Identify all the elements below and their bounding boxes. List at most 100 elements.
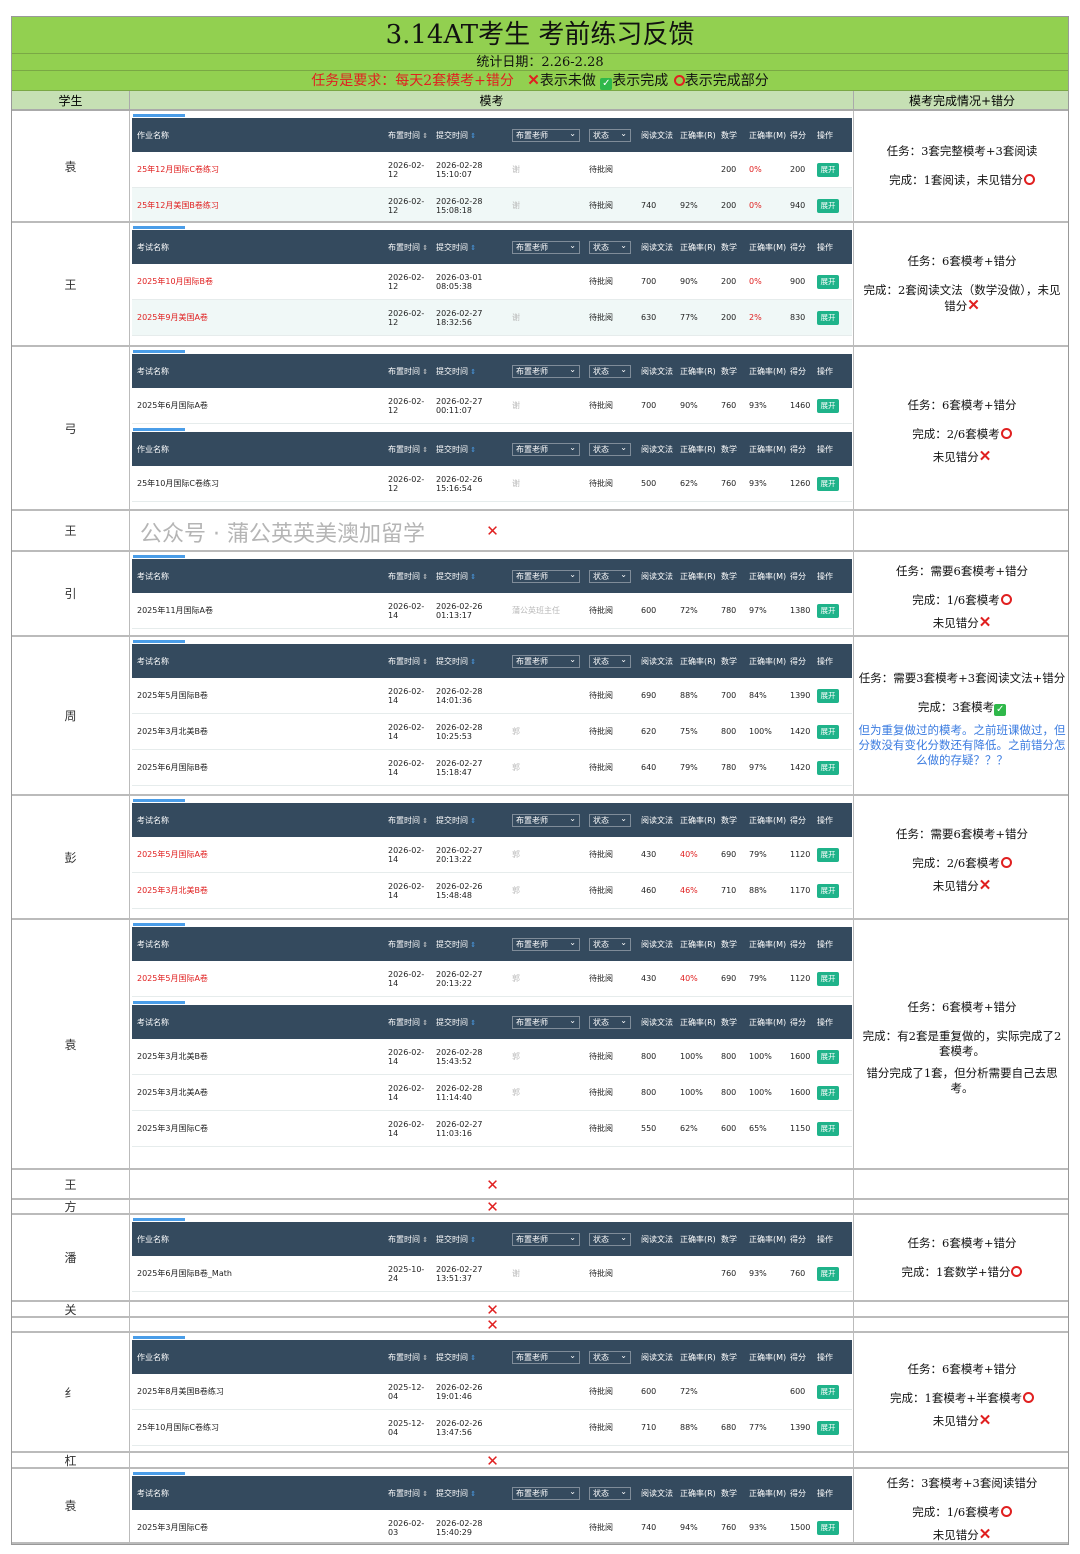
status-filter-select[interactable]: 状态 (589, 240, 631, 254)
status-filter-select[interactable]: 状态 (589, 569, 631, 583)
teacher-filter-select[interactable]: 布置老师 (512, 569, 580, 583)
teacher-filter-select[interactable]: 布置老师 (512, 1350, 580, 1364)
teacher-filter[interactable]: 布置老师 (512, 654, 589, 668)
expand-button[interactable]: 展开 (817, 398, 839, 413)
expand-button[interactable]: 展开 (817, 198, 839, 213)
teacher-filter[interactable]: 布置老师 (512, 364, 589, 378)
teacher-filter[interactable]: 布置老师 (512, 813, 589, 827)
sort-icon[interactable]: ⇕ (420, 131, 429, 140)
col-assign-time[interactable]: 布置时间 ⇕ (388, 444, 436, 455)
teacher-filter-select[interactable]: 布置老师 (512, 813, 580, 827)
status-filter-select[interactable]: 状态 (589, 364, 631, 378)
col-assign-time[interactable]: 布置时间 ⇕ (388, 571, 436, 582)
sort-icon[interactable]: ⇕ (468, 243, 477, 252)
col-assign-time[interactable]: 布置时间 ⇕ (388, 1352, 436, 1363)
expand-button[interactable]: 展开 (817, 688, 839, 703)
teacher-filter[interactable]: 布置老师 (512, 240, 589, 254)
status-filter[interactable]: 状态 (589, 937, 641, 951)
expand-button[interactable]: 展开 (817, 1266, 839, 1281)
sort-icon[interactable]: ⇕ (420, 940, 429, 949)
col-assign-time[interactable]: 布置时间 ⇕ (388, 1488, 436, 1499)
status-filter[interactable]: 状态 (589, 240, 641, 254)
status-filter[interactable]: 状态 (589, 1486, 641, 1500)
expand-button[interactable]: 展开 (817, 1121, 839, 1136)
sort-icon[interactable]: ⇕ (468, 1235, 477, 1244)
col-submit-time[interactable]: 提交时间 ⇕ (436, 444, 512, 455)
expand-button[interactable]: 展开 (817, 310, 839, 325)
expand-button[interactable]: 展开 (817, 1049, 839, 1064)
col-assign-time[interactable]: 布置时间 ⇕ (388, 656, 436, 667)
expand-button[interactable]: 展开 (817, 603, 839, 618)
sort-icon[interactable]: ⇕ (420, 367, 429, 376)
col-submit-time[interactable]: 提交时间 ⇕ (436, 366, 512, 377)
status-filter[interactable]: 状态 (589, 442, 641, 456)
status-filter-select[interactable]: 状态 (589, 813, 631, 827)
teacher-filter-select[interactable]: 布置老师 (512, 240, 580, 254)
status-filter-select[interactable]: 状态 (589, 128, 631, 142)
col-submit-time[interactable]: 提交时间 ⇕ (436, 1352, 512, 1363)
teacher-filter[interactable]: 布置老师 (512, 1232, 589, 1246)
status-filter[interactable]: 状态 (589, 569, 641, 583)
col-assign-time[interactable]: 布置时间 ⇕ (388, 130, 436, 141)
col-submit-time[interactable]: 提交时间 ⇕ (436, 815, 512, 826)
status-filter-select[interactable]: 状态 (589, 1350, 631, 1364)
expand-button[interactable]: 展开 (817, 724, 839, 739)
teacher-filter-select[interactable]: 布置老师 (512, 1015, 580, 1029)
status-filter[interactable]: 状态 (589, 1015, 641, 1029)
col-assign-time[interactable]: 布置时间 ⇕ (388, 939, 436, 950)
teacher-filter-select[interactable]: 布置老师 (512, 937, 580, 951)
col-submit-time[interactable]: 提交时间 ⇕ (436, 571, 512, 582)
sort-icon[interactable]: ⇕ (420, 657, 429, 666)
teacher-filter-select[interactable]: 布置老师 (512, 128, 580, 142)
col-assign-time[interactable]: 布置时间 ⇕ (388, 1017, 436, 1028)
teacher-filter[interactable]: 布置老师 (512, 442, 589, 456)
status-filter[interactable]: 状态 (589, 128, 641, 142)
status-filter-select[interactable]: 状态 (589, 1486, 631, 1500)
status-filter[interactable]: 状态 (589, 654, 641, 668)
status-filter-select[interactable]: 状态 (589, 1232, 631, 1246)
sort-icon[interactable]: ⇕ (468, 940, 477, 949)
sort-icon[interactable]: ⇕ (468, 572, 477, 581)
status-filter[interactable]: 状态 (589, 1232, 641, 1246)
sort-icon[interactable]: ⇕ (420, 1489, 429, 1498)
col-assign-time[interactable]: 布置时间 ⇕ (388, 242, 436, 253)
sort-icon[interactable]: ⇕ (468, 367, 477, 376)
teacher-filter[interactable]: 布置老师 (512, 1015, 589, 1029)
sort-icon[interactable]: ⇕ (420, 816, 429, 825)
col-submit-time[interactable]: 提交时间 ⇕ (436, 939, 512, 950)
status-filter[interactable]: 状态 (589, 364, 641, 378)
expand-button[interactable]: 展开 (817, 1085, 839, 1100)
expand-button[interactable]: 展开 (817, 847, 839, 862)
expand-button[interactable]: 展开 (817, 476, 839, 491)
sort-icon[interactable]: ⇕ (468, 1353, 477, 1362)
teacher-filter[interactable]: 布置老师 (512, 937, 589, 951)
status-filter-select[interactable]: 状态 (589, 442, 631, 456)
teacher-filter[interactable]: 布置老师 (512, 1486, 589, 1500)
col-submit-time[interactable]: 提交时间 ⇕ (436, 130, 512, 141)
col-submit-time[interactable]: 提交时间 ⇕ (436, 242, 512, 253)
sort-icon[interactable]: ⇕ (420, 445, 429, 454)
teacher-filter[interactable]: 布置老师 (512, 128, 589, 142)
expand-button[interactable]: 展开 (817, 971, 839, 986)
expand-button[interactable]: 展开 (817, 760, 839, 775)
sort-icon[interactable]: ⇕ (468, 657, 477, 666)
expand-button[interactable]: 展开 (817, 1520, 839, 1535)
teacher-filter[interactable]: 布置老师 (512, 569, 589, 583)
col-submit-time[interactable]: 提交时间 ⇕ (436, 656, 512, 667)
teacher-filter-select[interactable]: 布置老师 (512, 1232, 580, 1246)
teacher-filter-select[interactable]: 布置老师 (512, 654, 580, 668)
teacher-filter-select[interactable]: 布置老师 (512, 442, 580, 456)
sort-icon[interactable]: ⇕ (420, 1353, 429, 1362)
status-filter-select[interactable]: 状态 (589, 1015, 631, 1029)
status-filter[interactable]: 状态 (589, 1350, 641, 1364)
teacher-filter[interactable]: 布置老师 (512, 1350, 589, 1364)
status-filter-select[interactable]: 状态 (589, 937, 631, 951)
sort-icon[interactable]: ⇕ (468, 816, 477, 825)
col-assign-time[interactable]: 布置时间 ⇕ (388, 366, 436, 377)
expand-button[interactable]: 展开 (817, 274, 839, 289)
status-filter-select[interactable]: 状态 (589, 654, 631, 668)
sort-icon[interactable]: ⇕ (468, 131, 477, 140)
expand-button[interactable]: 展开 (817, 1420, 839, 1435)
expand-button[interactable]: 展开 (817, 883, 839, 898)
teacher-filter-select[interactable]: 布置老师 (512, 1486, 580, 1500)
